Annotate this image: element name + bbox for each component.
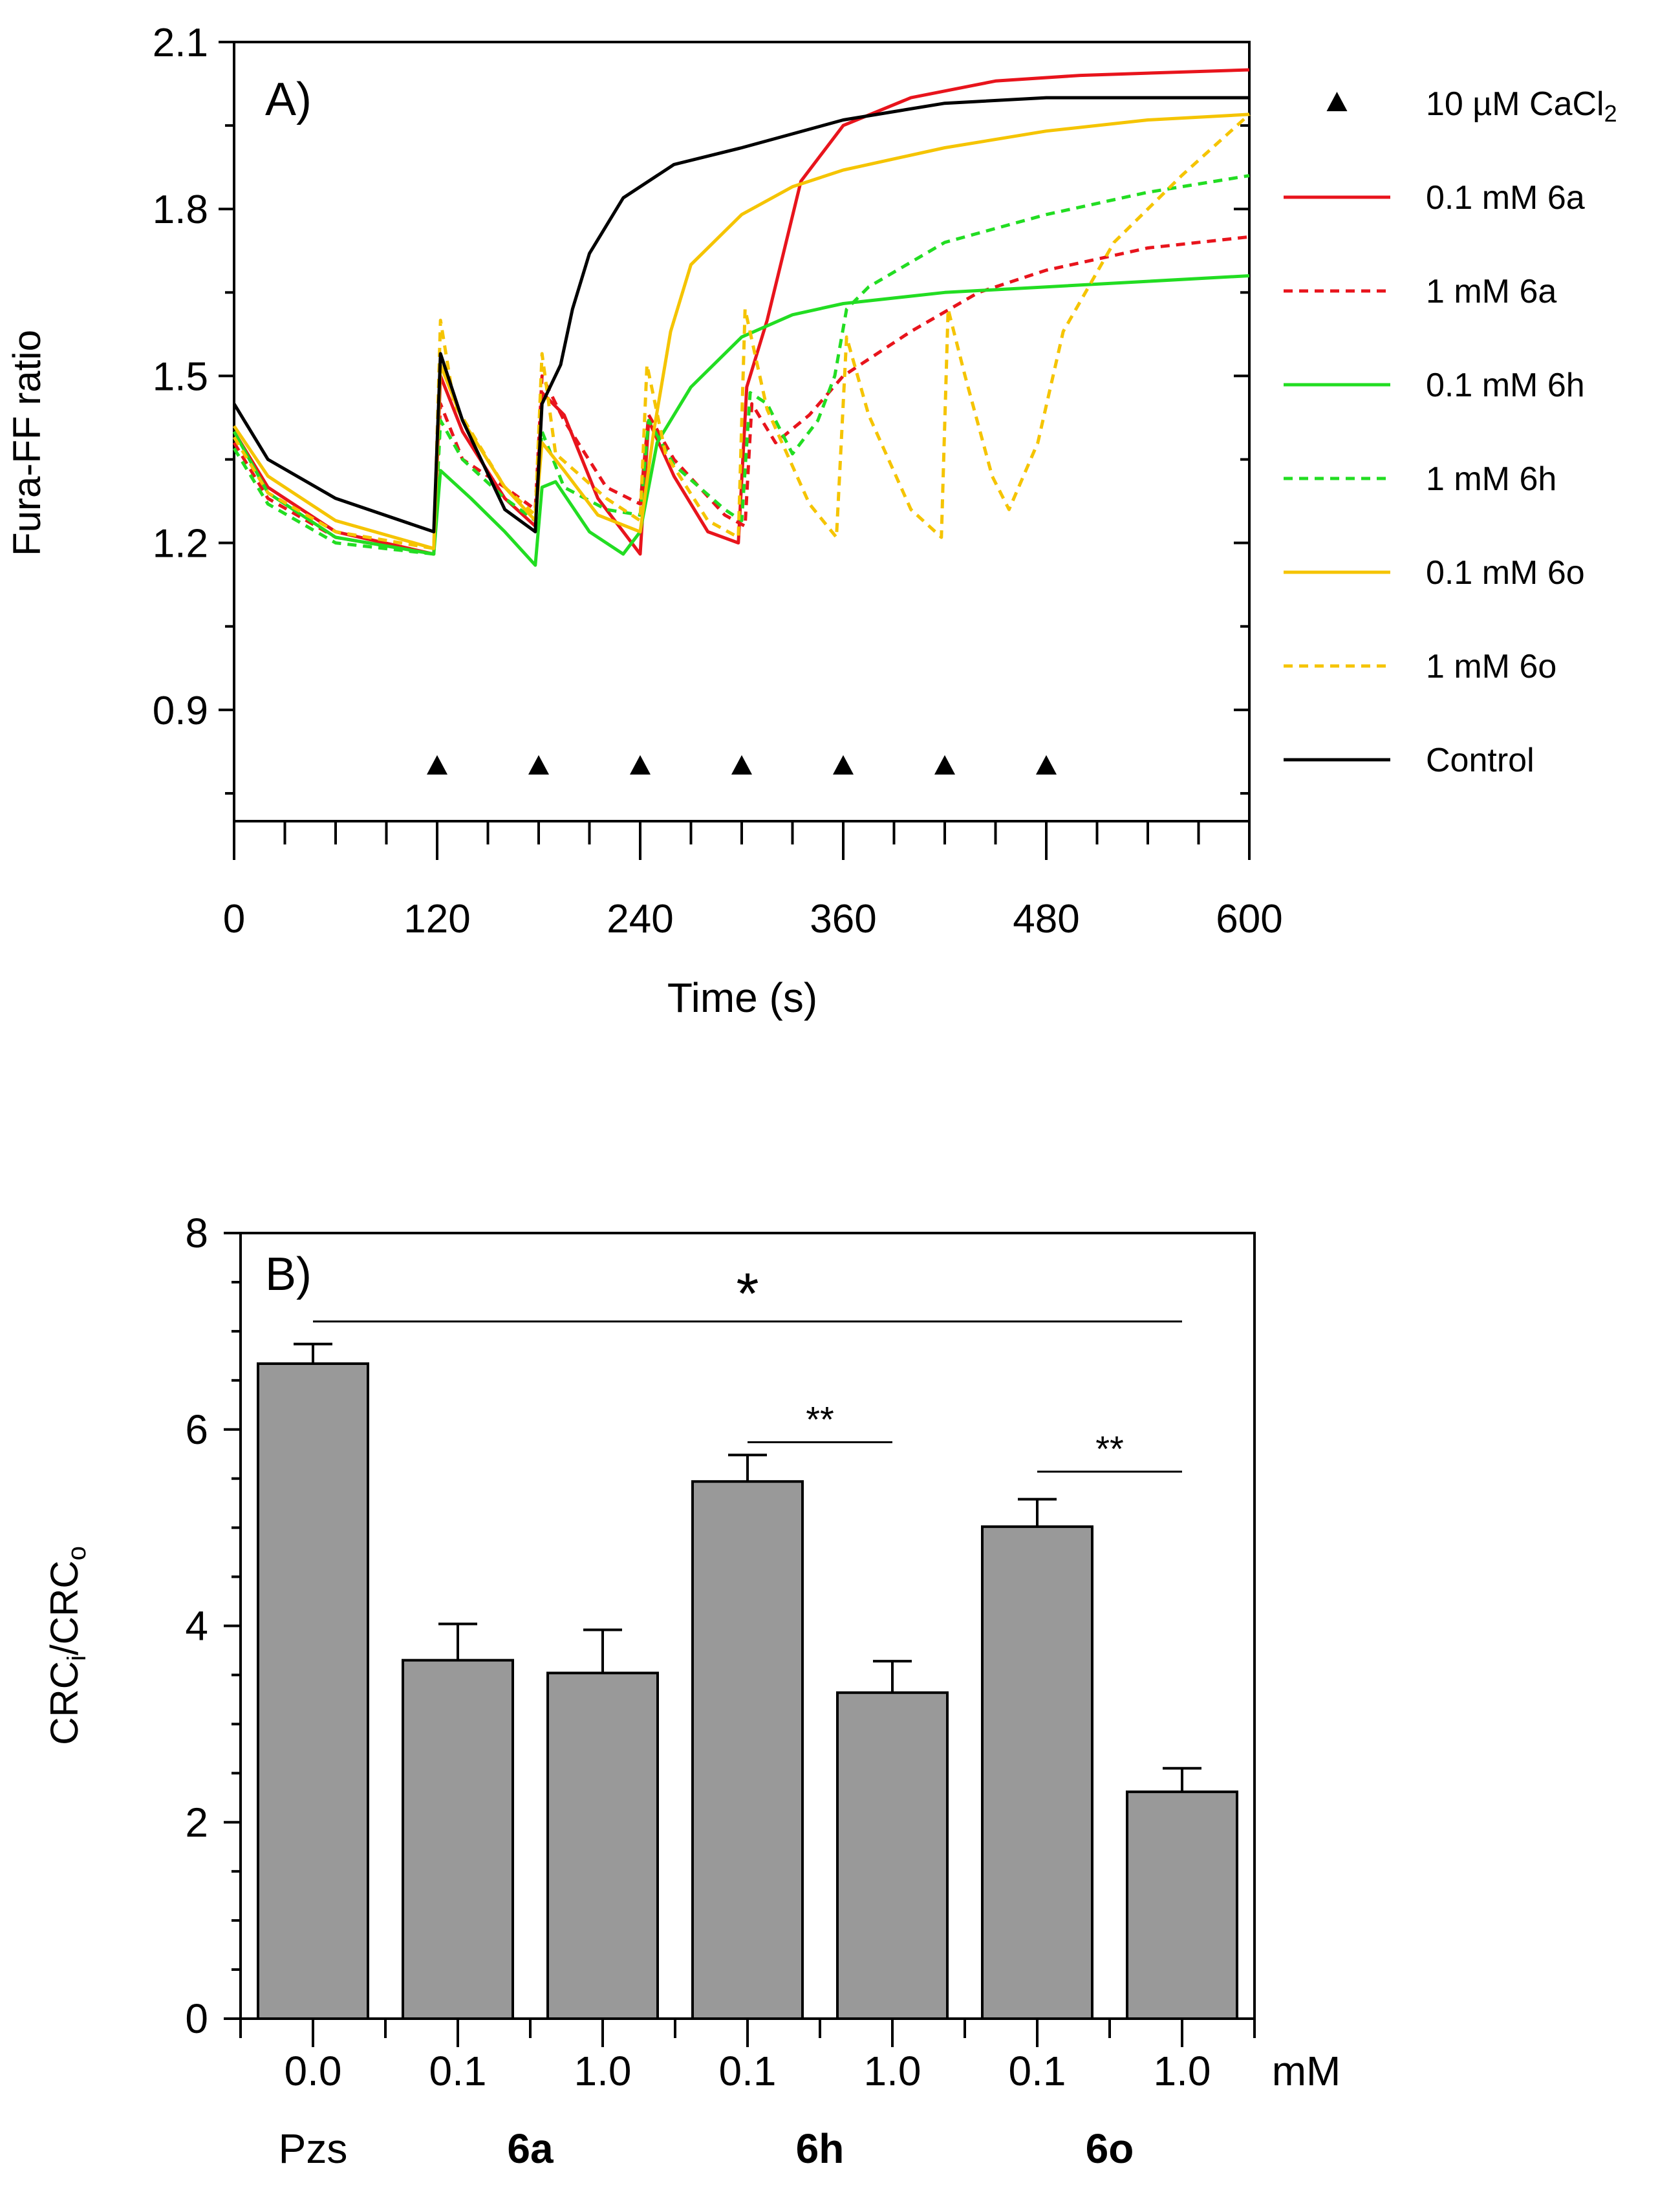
b-y-tick-label: 2 xyxy=(185,1799,208,1845)
panel-b-label: B) xyxy=(265,1249,312,1300)
significance-label-2: ** xyxy=(1095,1428,1124,1469)
panel-a-plot-area: A) xyxy=(232,68,1251,775)
unit-label: mM xyxy=(1272,2048,1341,2094)
legend-marker-text: 10 µM CaCl xyxy=(1426,85,1604,123)
bar-5 xyxy=(981,1525,1093,2020)
panel-a-label: A) xyxy=(265,74,312,125)
conc-label-4: 1.0 xyxy=(864,2048,921,2094)
conc-label-5: 0.1 xyxy=(1009,2048,1066,2094)
x-tick-label: 0 xyxy=(223,897,245,941)
legend-marker-triangle xyxy=(1326,92,1348,111)
group-label-2: 6h xyxy=(796,2125,845,2172)
b-y-tick-label: 8 xyxy=(185,1210,208,1256)
panel-a-frame xyxy=(233,41,1251,822)
cacl2-marker-triangle xyxy=(833,755,854,775)
bar-0 xyxy=(257,1362,369,2020)
b-ylabel-crc: CRC xyxy=(43,1661,86,1745)
x-tick-label: 360 xyxy=(810,897,876,941)
conc-label-1: 0.1 xyxy=(429,2048,487,2094)
cacl2-marker-triangle xyxy=(731,755,752,775)
panel-a-y-axis-label: Fura-FF ratio xyxy=(5,330,48,556)
cacl2-marker-triangle xyxy=(427,755,447,775)
legend-label-5: 1 mM 6o xyxy=(1426,648,1556,685)
x-tick-label: 600 xyxy=(1216,897,1282,941)
group-label-1: 6a xyxy=(507,2125,554,2172)
y-tick-label: 0.9 xyxy=(153,689,208,733)
cacl2-marker-triangle xyxy=(630,755,651,775)
legend-marker-label: 10 µM CaCl2 xyxy=(1426,85,1617,127)
legend-label-4: 0.1 mM 6o xyxy=(1426,554,1585,592)
legend-label-1: 1 mM 6a xyxy=(1426,273,1556,310)
x-tick-label: 120 xyxy=(404,897,470,941)
bar-2 xyxy=(546,1671,659,2020)
series-line-0 xyxy=(232,68,1250,556)
legend-label-0: 0.1 mM 6a xyxy=(1426,179,1585,217)
bar-1 xyxy=(402,1659,514,2020)
b-y-tick-label: 4 xyxy=(185,1603,208,1649)
group-label-3: 6o xyxy=(1086,2125,1134,2172)
panel-b-plot-area: *****B) xyxy=(257,1249,1238,2020)
conc-label-0: 0.0 xyxy=(285,2048,342,2094)
panel-a-legend: 10 µM CaCl2 0.1 mM 6a 1 mM 6a 0.1 mM 6h 1 mM… xyxy=(1284,85,1617,779)
legend-label-3: 1 mM 6h xyxy=(1426,460,1556,498)
series-line-6 xyxy=(232,96,1249,533)
cacl2-marker-triangle xyxy=(1036,755,1057,775)
bar-6 xyxy=(1126,1790,1238,2020)
panel-b-y-axis-label: CRCi/CRCo xyxy=(43,1546,91,1745)
b-y-tick-label: 6 xyxy=(185,1406,208,1453)
legend-label-2: 0.1 mM 6h xyxy=(1426,367,1585,404)
x-tick-label: 480 xyxy=(1013,897,1079,941)
conc-label-6: 1.0 xyxy=(1154,2048,1211,2094)
bar-3 xyxy=(691,1480,804,2020)
cacl2-marker-triangle xyxy=(934,755,955,775)
panel-a-line-chart: Fura-FF ratio Time (s) 0.9 1.2 1.5 1.8 2.1 0 1… xyxy=(5,21,1617,1021)
b-ylabel-sub-i: i xyxy=(63,1655,91,1661)
conc-label-3: 0.1 xyxy=(719,2048,777,2094)
legend-label-6: Control xyxy=(1426,742,1534,779)
cacl2-marker-triangle xyxy=(528,755,549,775)
y-tick-label: 1.5 xyxy=(153,354,208,399)
series-line-5 xyxy=(232,113,1251,550)
panel-b-x-labels: 0.0 0.1 1.0 0.1 1.0 0.1 1.0 mM Pzs 6a 6h 6o xyxy=(279,2048,1341,2172)
x-tick-label: 240 xyxy=(607,897,673,941)
panel-a-axes: 0.9 1.2 1.5 1.8 2.1 0 120 240 360 480 600 xyxy=(153,21,1283,941)
y-tick-label: 2.1 xyxy=(153,21,208,65)
group-label-0: Pzs xyxy=(279,2125,348,2172)
b-ylabel-sep: /CRC xyxy=(43,1560,86,1655)
significance-label-1: ** xyxy=(806,1399,834,1439)
legend-marker-subscript: 2 xyxy=(1604,100,1617,127)
b-ylabel-sub-o: o xyxy=(63,1546,91,1560)
significance-label-0: * xyxy=(736,1262,759,1327)
b-y-tick-label: 0 xyxy=(185,1995,208,2042)
bar-4 xyxy=(836,1691,949,2020)
panel-a-x-axis-label: Time (s) xyxy=(667,974,817,1021)
y-tick-label: 1.2 xyxy=(153,522,208,566)
conc-label-2: 1.0 xyxy=(574,2048,632,2094)
y-tick-label: 1.8 xyxy=(153,188,208,232)
